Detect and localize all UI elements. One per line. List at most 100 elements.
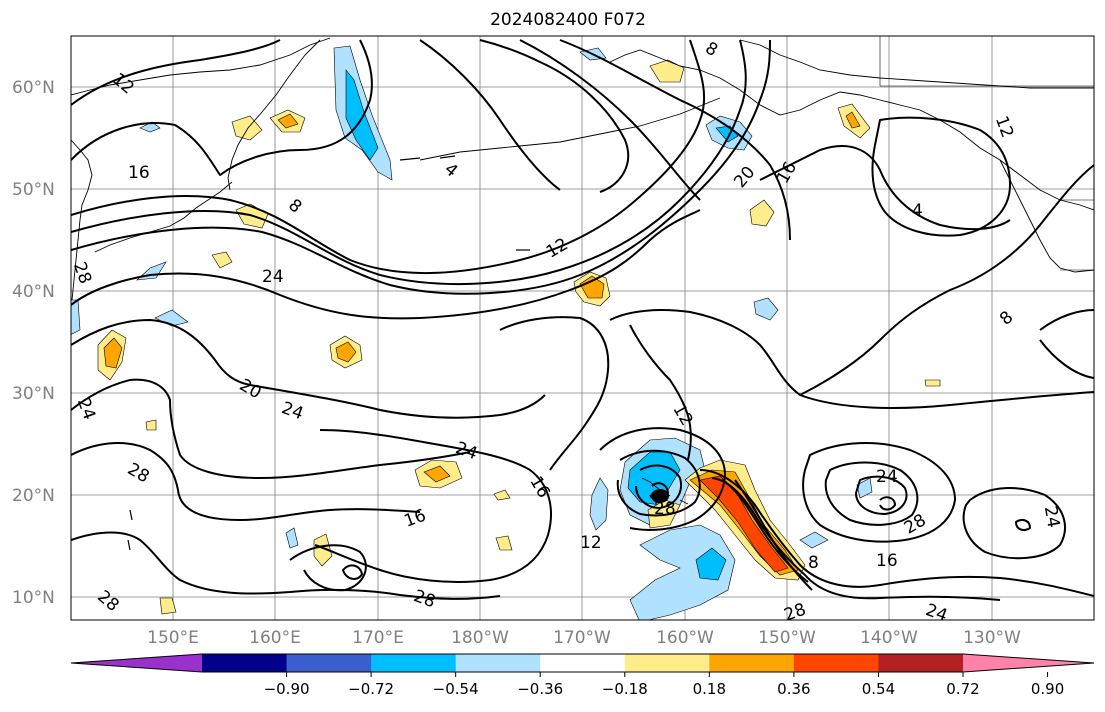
lon-tick-label: 170°W [553, 628, 611, 648]
positive-patch [159, 597, 177, 615]
lat-tick-label: 10°N [12, 588, 55, 608]
contour-label: 16 [876, 551, 898, 571]
positive-patch [845, 111, 861, 129]
contour-label: 28 [654, 499, 676, 519]
positive-patch [924, 379, 941, 387]
colorbar-tick-label: −0.90 [264, 680, 310, 698]
lon-axis: 150°E 160°E 170°E 180°W 170°W 160°W 150°… [147, 628, 1021, 648]
coastlines [71, 37, 1094, 505]
colorbar-tick-label: −0.54 [433, 680, 479, 698]
colorbar-tick-label: 0.36 [777, 680, 810, 698]
positive-patch [423, 465, 451, 483]
contour-label: 24 [923, 600, 950, 626]
negative-patch [856, 477, 873, 499]
lon-tick-label: 160°W [656, 628, 714, 648]
contour-label: 28 [411, 586, 438, 612]
positive-patch [313, 533, 333, 567]
positive-patch [649, 59, 685, 83]
negative-patch [285, 527, 299, 549]
contour-label: 20 [236, 375, 265, 403]
contours [71, 39, 1094, 601]
colorbar: −0.90 −0.72 −0.54 −0.36 −0.18 0.18 0.36 0.54 0.7… [70, 653, 1095, 698]
negative-patch [695, 547, 727, 581]
positive-patch [103, 337, 123, 369]
colorbar-segment [709, 654, 795, 672]
coastline-bc [999, 159, 1094, 273]
lat-tick-label: 50°N [12, 180, 55, 200]
contour-label: 20 [730, 163, 759, 192]
positive-patch [277, 113, 299, 129]
colorbar-segment [540, 654, 626, 672]
colorbar-tick-label: 0.72 [946, 680, 979, 698]
positive-patch [493, 489, 511, 501]
contour-label: 24 [876, 467, 898, 487]
lon-tick-label: 130°W [963, 628, 1021, 648]
colorbar-segment [371, 654, 457, 672]
contour-label: 28 [93, 587, 122, 616]
positive-patch [211, 251, 233, 269]
contour-label: 28 [69, 259, 95, 286]
colorbar-tick-label: 0.90 [1031, 680, 1064, 698]
colorbar-extend-high [963, 654, 1094, 672]
negative-patch [71, 299, 81, 335]
coastline-okhotsk [71, 37, 331, 96]
coastline-japan [71, 139, 93, 301]
colorbar-segment [286, 654, 372, 672]
contour-label: 16 [402, 506, 429, 532]
borders [879, 36, 1094, 271]
negative-patch [154, 309, 189, 327]
negative-patch [345, 69, 379, 161]
contour-label: 16 [128, 163, 150, 183]
colorbar-tick-label: 0.18 [693, 680, 726, 698]
lat-tick-label: 20°N [12, 486, 55, 506]
contour-label: 12 [543, 234, 572, 262]
colorbar-tick-label: −0.18 [602, 680, 648, 698]
contour-label: 4 [912, 201, 923, 221]
lat-axis: 60°N 50°N 40°N 30°N 20°N 10°N [12, 78, 55, 608]
contour-label: 8 [996, 307, 1017, 329]
lat-tick-label: 40°N [12, 282, 55, 302]
cyclone-center [651, 489, 669, 503]
positive-patch [495, 535, 513, 551]
contour-label: 24 [262, 267, 284, 287]
negative-patch [753, 297, 779, 321]
coastline-alaska-north [739, 39, 1094, 89]
contour-label: 8 [808, 553, 819, 573]
lon-tick-label: 140°W [860, 628, 918, 648]
colorbar-tick-label: 0.54 [862, 680, 895, 698]
contour-label: 12 [991, 113, 1017, 140]
contour-label: 4 [440, 159, 461, 181]
shaded-field [71, 45, 941, 620]
negative-patch [629, 524, 736, 620]
negative-patch [799, 531, 829, 549]
colorbar-tick-label: −0.36 [517, 680, 563, 698]
colorbar-segment [202, 654, 288, 672]
contour-label: 12 [580, 533, 602, 553]
coastline-aleutians [419, 97, 721, 161]
lat-tick-label: 30°N [12, 384, 55, 404]
contour-label: 16 [773, 158, 801, 187]
positive-patch [335, 341, 357, 363]
colorbar-tick-label: −0.72 [348, 680, 394, 698]
contour-label: 24 [1040, 505, 1063, 530]
positive-patch [145, 419, 157, 431]
positive-patch [579, 275, 605, 299]
colorbar-extend-low [71, 654, 202, 672]
lon-tick-label: 180°W [451, 628, 509, 648]
colorbar-segment [455, 654, 541, 672]
lon-tick-label: 150°E [147, 628, 199, 648]
coastline-alaska [609, 49, 1094, 211]
negative-patch [589, 477, 609, 531]
contour-label: 24 [453, 438, 480, 464]
positive-patch [231, 115, 263, 141]
plot-frame [70, 35, 1095, 621]
lon-tick-label: 160°E [249, 628, 301, 648]
contour-label: 12 [668, 401, 696, 430]
lon-tick-label: 150°W [758, 628, 816, 648]
lat-tick-label: 60°N [12, 78, 55, 98]
contour-label: 24 [279, 398, 306, 424]
colorbar-segment [878, 654, 964, 672]
contour-label: 24 [73, 395, 99, 422]
map-title: 2024082400 F072 [490, 10, 646, 30]
